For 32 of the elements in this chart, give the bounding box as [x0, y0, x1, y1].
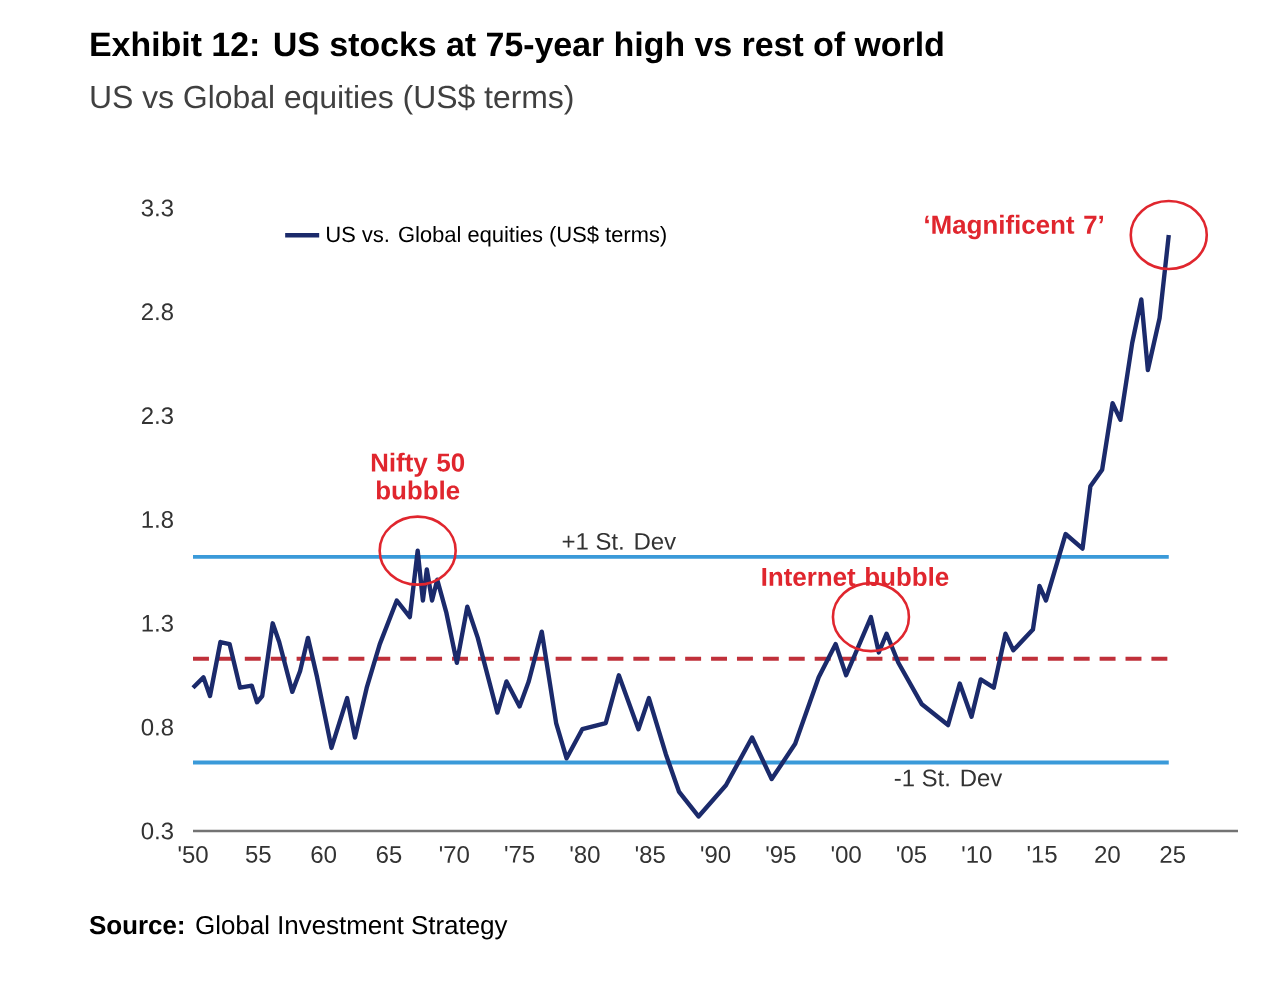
y-tick-label: 1.8	[142, 511, 173, 528]
x-tick-label: '50	[178, 846, 208, 863]
y-tick-label: 1.3	[142, 614, 173, 632]
x-tick-label: '00	[831, 846, 861, 863]
y-tick-label: 0.3	[141, 822, 173, 840]
y-tick-label: 2.8	[141, 303, 173, 321]
x-tick-label: 25	[1160, 846, 1185, 863]
y-tick-label: 0.8	[141, 718, 173, 736]
x-tick-label: '75	[505, 846, 535, 863]
x-tick-label: '95	[766, 846, 796, 863]
x-tick-label: '85	[635, 846, 665, 863]
x-tick-label: '70	[439, 846, 469, 863]
ref-line-label: +1 St. Dev	[562, 532, 676, 550]
annotation: Nifty 50 bubble	[371, 452, 465, 500]
x-tick-label: '90	[701, 846, 731, 863]
text: Source: Global Investment Strategy	[89, 915, 508, 940]
x-tick-label: '80	[570, 846, 600, 863]
x-tick-label: 60	[311, 846, 336, 863]
annotation: ‘Magnificent 7’	[925, 214, 1103, 240]
chart-subtitle: US vs Global equities (US$ terms)	[91, 84, 573, 115]
legend-label: US vs. Global equities (US$ terms)	[327, 225, 666, 247]
x-tick-label: 20	[1095, 846, 1120, 863]
y-tick-label: 3.3	[141, 199, 173, 217]
x-tick-label: '05	[897, 846, 926, 863]
x-tick-label: 65	[376, 846, 402, 863]
x-tick-label: 55	[245, 846, 271, 863]
y-tick-label: 2.3	[141, 407, 173, 425]
x-tick-label: '15	[1027, 846, 1057, 863]
chart-title: Exhibit 12: US stocks at 75-year high vs rest of world	[91, 31, 943, 64]
x-tick-label: '10	[962, 846, 992, 863]
ref-line-label: -1 St. Dev	[894, 769, 1003, 787]
annotation: Internet bubble	[762, 567, 949, 587]
